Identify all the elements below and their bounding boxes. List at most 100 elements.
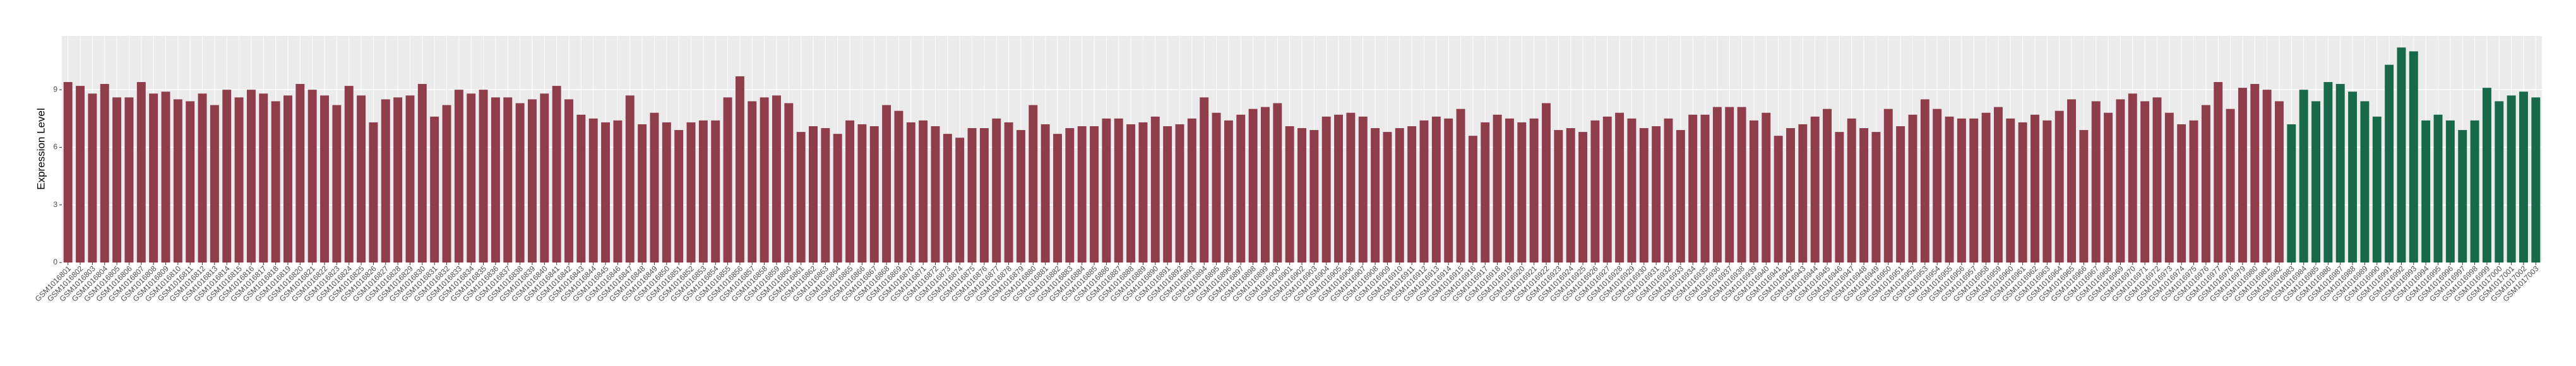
bar bbox=[88, 93, 97, 263]
bar bbox=[149, 93, 158, 263]
y-axis-title: Expression Level bbox=[35, 108, 47, 189]
bar bbox=[1016, 130, 1025, 263]
bar bbox=[369, 122, 378, 263]
bar bbox=[1859, 128, 1869, 263]
bar bbox=[2311, 101, 2320, 263]
bar bbox=[1138, 122, 1148, 263]
bar bbox=[906, 122, 915, 263]
bar bbox=[2262, 90, 2272, 263]
bar bbox=[698, 120, 708, 263]
bar bbox=[1602, 116, 1612, 263]
bar bbox=[2531, 97, 2541, 263]
bar bbox=[955, 138, 965, 263]
bar bbox=[723, 97, 732, 263]
bar bbox=[821, 128, 830, 263]
bar bbox=[100, 84, 109, 263]
bar bbox=[992, 118, 1001, 263]
bar bbox=[2116, 99, 2125, 263]
bar bbox=[1395, 128, 1404, 263]
bar bbox=[1920, 99, 1929, 263]
bar bbox=[979, 128, 989, 263]
bar bbox=[1590, 120, 1600, 263]
bar bbox=[2470, 120, 2479, 263]
bar bbox=[173, 99, 182, 263]
bar bbox=[2323, 82, 2333, 263]
bar bbox=[2177, 124, 2186, 263]
bar bbox=[833, 134, 842, 263]
bar bbox=[136, 82, 146, 263]
bar bbox=[1981, 112, 1991, 263]
bar bbox=[2287, 124, 2296, 263]
bar bbox=[1297, 128, 1306, 263]
bar bbox=[2275, 101, 2284, 263]
bar bbox=[1615, 112, 1625, 263]
bar bbox=[796, 132, 806, 263]
bar bbox=[1578, 132, 1588, 263]
bar bbox=[1823, 109, 1832, 263]
bar bbox=[1847, 118, 1856, 263]
bar bbox=[1358, 116, 1368, 263]
bar bbox=[2458, 130, 2467, 263]
bar bbox=[1664, 118, 1673, 263]
bar bbox=[1260, 107, 1270, 263]
bar bbox=[63, 82, 73, 263]
bar bbox=[161, 92, 170, 263]
bar bbox=[2445, 120, 2455, 263]
y-tick-label: 9 bbox=[53, 85, 57, 93]
bar bbox=[1444, 118, 1453, 263]
bar bbox=[2250, 84, 2260, 263]
bar bbox=[576, 114, 586, 263]
bar bbox=[2079, 130, 2089, 263]
bar bbox=[344, 86, 354, 263]
bar bbox=[1383, 132, 1392, 263]
bar bbox=[1505, 118, 1514, 263]
bar bbox=[430, 116, 439, 263]
bar bbox=[2226, 109, 2235, 263]
bar bbox=[1774, 136, 1783, 263]
bar bbox=[1431, 116, 1441, 263]
bar bbox=[2348, 92, 2358, 263]
bar bbox=[210, 105, 219, 263]
bar bbox=[1004, 122, 1013, 263]
bar bbox=[809, 126, 818, 263]
bar bbox=[2140, 101, 2150, 263]
bar bbox=[2091, 101, 2101, 263]
bar bbox=[234, 97, 244, 263]
bar bbox=[2042, 120, 2052, 263]
bar bbox=[711, 120, 720, 263]
bar bbox=[2495, 101, 2504, 263]
bar bbox=[2201, 105, 2210, 263]
bar bbox=[2421, 120, 2431, 263]
bar bbox=[186, 101, 195, 263]
bar bbox=[1236, 114, 1246, 263]
bar bbox=[1053, 134, 1062, 263]
bar bbox=[943, 134, 952, 263]
bar bbox=[1200, 97, 1209, 263]
bar bbox=[2104, 112, 2113, 263]
bar bbox=[1212, 112, 1221, 263]
bar bbox=[442, 105, 451, 263]
bar bbox=[662, 122, 671, 263]
bar bbox=[198, 93, 207, 263]
bar bbox=[2018, 122, 2027, 263]
bar bbox=[919, 120, 928, 263]
bar bbox=[1908, 114, 1917, 263]
bar bbox=[1248, 109, 1258, 263]
bar bbox=[674, 130, 684, 263]
bar bbox=[2128, 93, 2137, 263]
bar bbox=[1957, 118, 1966, 263]
bar bbox=[246, 90, 256, 263]
bar bbox=[552, 86, 561, 263]
bar bbox=[2030, 114, 2039, 263]
bar bbox=[515, 103, 525, 263]
y-tick-label: 6 bbox=[53, 143, 57, 151]
bar bbox=[1407, 126, 1417, 263]
bar bbox=[1481, 122, 1490, 263]
bar bbox=[2372, 116, 2382, 263]
bar bbox=[307, 90, 317, 263]
bar bbox=[1468, 136, 1477, 263]
bar bbox=[2397, 47, 2406, 263]
bar bbox=[588, 118, 598, 263]
bar bbox=[2214, 82, 2223, 263]
bar bbox=[2507, 95, 2516, 263]
